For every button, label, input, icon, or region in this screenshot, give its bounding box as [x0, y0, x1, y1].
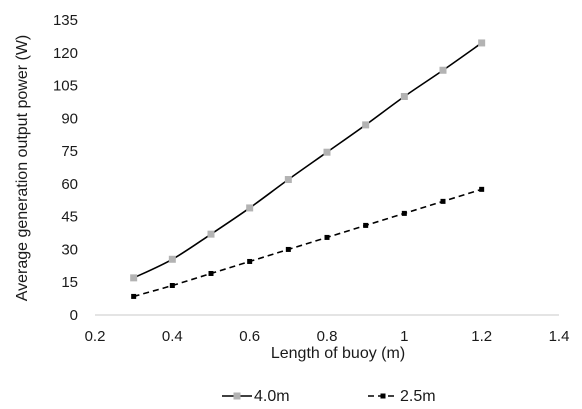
x-tick-label: 0.2 [85, 328, 106, 345]
data-point [400, 92, 408, 100]
data-point [401, 210, 407, 216]
legend-item: 2.5m [368, 388, 436, 405]
legend: 4.0m 2.5m [222, 388, 436, 405]
y-axis-ticks: 0 15 30 45 60 75 90 105 120 135 [53, 12, 78, 324]
x-tick-label: 0.8 [317, 328, 338, 345]
x-tick-label: 0.6 [239, 328, 260, 345]
data-point [285, 246, 291, 252]
x-tick-label: 1.4 [549, 328, 570, 345]
data-point [208, 270, 214, 276]
data-point [131, 293, 137, 299]
data-point [169, 283, 175, 288]
legend-item: 4.0m [222, 388, 290, 405]
x-axis-title: Length of buoy (m) [271, 345, 405, 362]
data-point [439, 66, 447, 74]
y-tick-label: 105 [53, 78, 78, 95]
x-tick-label: 0.4 [162, 328, 183, 345]
y-tick-label: 75 [61, 143, 78, 160]
y-tick-label: 60 [61, 176, 78, 193]
y-tick-label: 0 [70, 307, 78, 324]
y-tick-label: 90 [61, 110, 78, 127]
data-point [479, 186, 485, 192]
series-2.5m [131, 186, 485, 299]
data-point [440, 198, 446, 204]
y-tick-label: 15 [61, 274, 78, 291]
series-4.0m [130, 39, 486, 282]
data-point [363, 222, 369, 228]
legend-label: 2.5m [400, 388, 436, 405]
data-point [207, 230, 215, 238]
data-point [168, 255, 176, 263]
data-point [324, 234, 330, 240]
data-point [130, 274, 138, 282]
data-point [478, 39, 486, 47]
x-tick-label: 1 [400, 328, 408, 345]
series-line [133, 42, 483, 279]
legend-marker [380, 393, 386, 399]
x-axis-ticks: 0.2 0.4 0.6 0.8 1 1.2 1.4 [85, 328, 570, 345]
data-point [246, 204, 254, 212]
series-layer [130, 39, 486, 299]
series-line [133, 188, 482, 298]
y-tick-label: 30 [61, 241, 78, 258]
data-point [284, 176, 292, 184]
y-tick-label: 135 [53, 12, 78, 29]
y-tick-label: 120 [53, 45, 78, 62]
y-tick-label: 45 [61, 209, 78, 226]
legend-marker [233, 392, 241, 400]
y-axis-title: Average generation output power (W) [14, 35, 31, 302]
data-point [323, 148, 331, 156]
data-point [247, 258, 253, 264]
legend-label: 4.0m [254, 388, 290, 405]
data-point [362, 121, 370, 129]
x-tick-label: 1.2 [471, 328, 492, 345]
